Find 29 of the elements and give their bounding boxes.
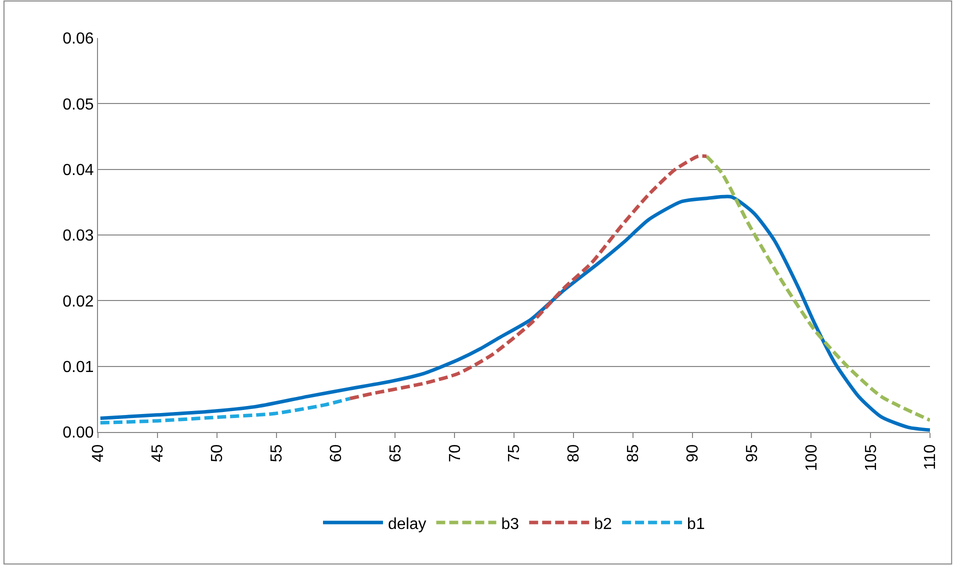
x-tick-label: 105 [862,444,880,472]
x-tick-label: 75 [506,444,524,462]
y-tick-label: 0.04 [62,162,94,179]
y-tick-label: 0.03 [62,228,94,245]
y-tick-label: 0.05 [62,96,94,114]
line-series [704,154,930,422]
x-tick-label: 110 [922,444,940,470]
x-tick-label: 90 [684,444,702,462]
y-tick-label: 0.02 [62,293,94,310]
x-tick-label: 85 [625,444,642,462]
legend-label: b2 [594,516,612,533]
x-tick-label: 55 [268,444,286,462]
x-tick-label: 60 [328,444,345,462]
y-tick-label: 0.01 [62,358,94,376]
legend-label: b3 [501,516,520,533]
line-series [98,396,352,425]
legend-label: b1 [687,516,705,533]
y-tick-label: 0.06 [62,30,94,48]
x-tick-label: 65 [387,444,404,462]
x-tick-label: 80 [566,444,583,462]
line-series [348,154,708,400]
x-tick-label: 40 [90,444,108,462]
y-tick-label: 0.00 [62,424,94,442]
x-tick-label: 45 [150,444,167,462]
x-tick-label: 50 [209,444,226,462]
x-tick-label: 70 [446,444,464,462]
x-tick-label: 95 [744,444,761,462]
x-tick-label: 100 [803,444,820,472]
legend-label: delay [388,516,426,533]
